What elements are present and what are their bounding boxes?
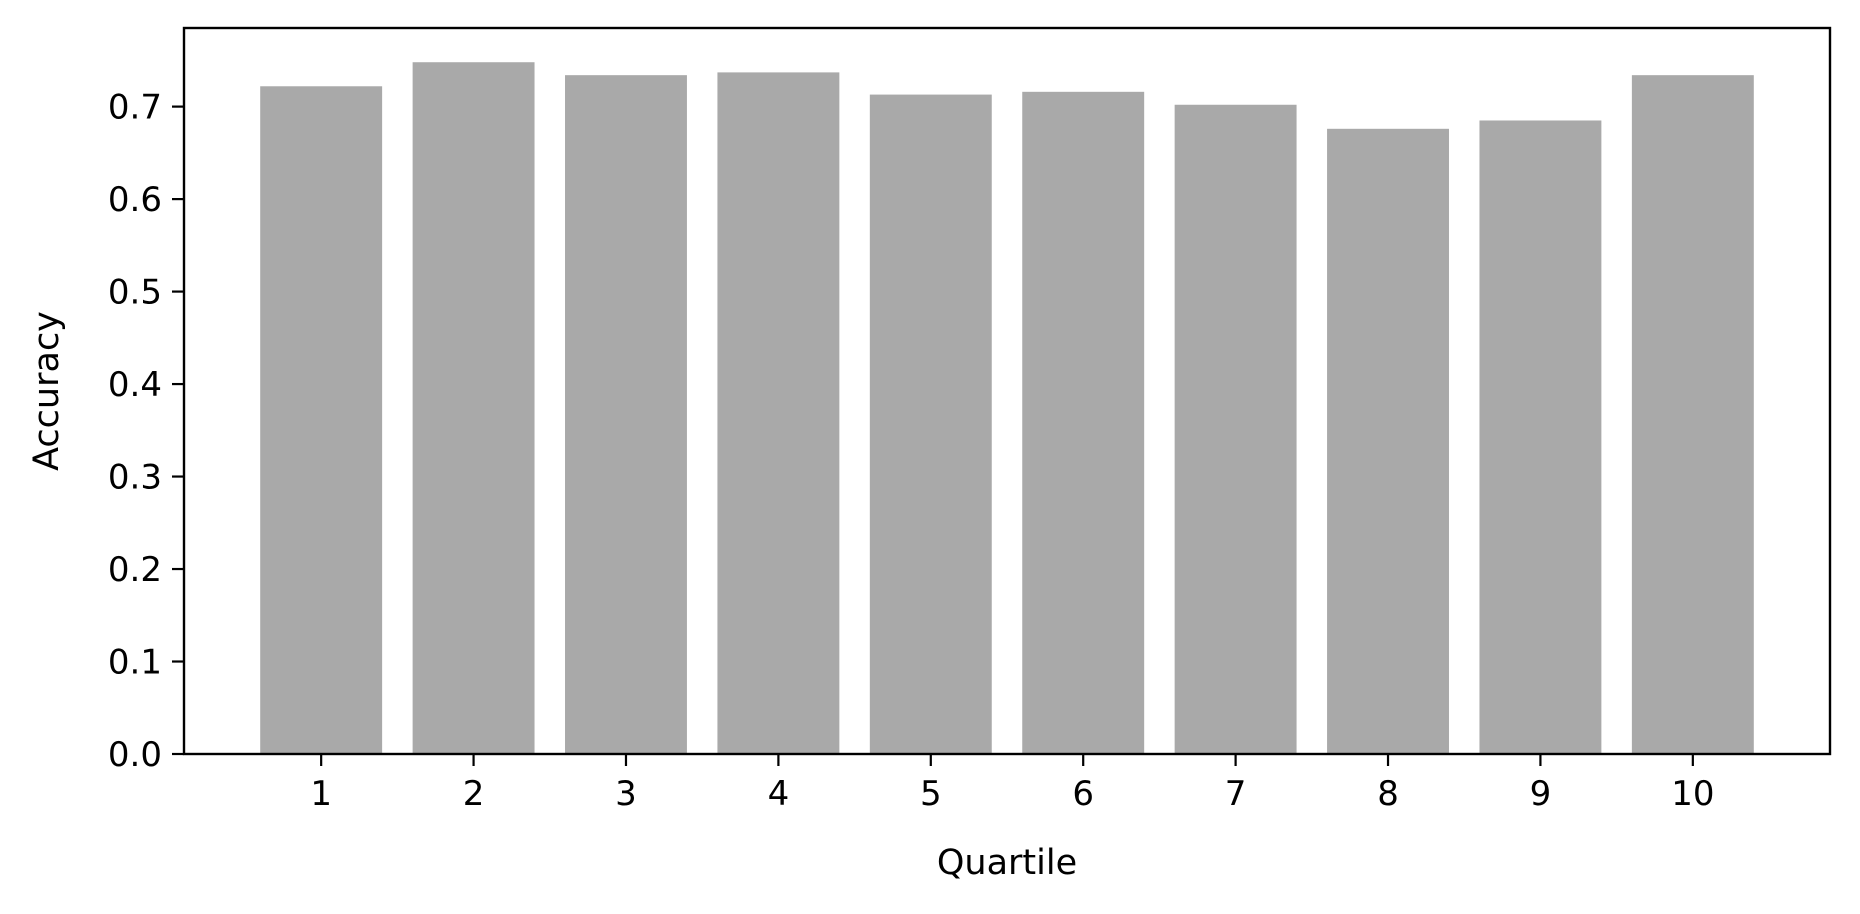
x-tick-label: 10 — [1671, 774, 1714, 814]
x-tick-label: 5 — [920, 774, 942, 814]
x-tick-label: 4 — [768, 774, 790, 814]
x-tick-label: 1 — [310, 774, 332, 814]
bar-8 — [1327, 128, 1449, 755]
x-tick-label: 9 — [1530, 774, 1552, 814]
x-tick-label: 3 — [615, 774, 637, 814]
bar-6 — [1022, 91, 1145, 754]
bars-group — [260, 62, 1754, 755]
y-tick-label: 0.3 — [108, 458, 162, 498]
y-tick-label: 0.2 — [108, 550, 162, 590]
bar-3 — [565, 75, 687, 755]
bar-5 — [869, 94, 992, 755]
x-axis-title: Quartile — [937, 843, 1077, 883]
x-tick-label: 8 — [1377, 774, 1399, 814]
y-axis: 0.0 0.1 0.2 0.3 0.4 0.5 0.6 0.7 — [108, 88, 184, 775]
bar-4 — [717, 72, 840, 755]
bar-9 — [1479, 120, 1602, 755]
y-tick-label: 0.4 — [108, 365, 162, 405]
bar-10 — [1631, 75, 1754, 755]
y-tick-label: 0.5 — [108, 273, 162, 313]
y-tick-label: 0.1 — [108, 643, 162, 683]
bar-7 — [1174, 104, 1297, 754]
bar-2 — [412, 62, 535, 754]
plot-frame — [182, 26, 1832, 756]
y-axis-title: Accuracy — [27, 311, 67, 471]
x-axis: 1 2 3 4 5 6 7 8 9 10 — [310, 754, 1714, 814]
bar-1 — [260, 86, 383, 755]
x-tick-label: 6 — [1072, 774, 1094, 814]
y-tick-label: 0.0 — [108, 735, 162, 775]
x-tick-label: 2 — [463, 774, 485, 814]
y-tick-label: 0.6 — [108, 180, 162, 220]
y-tick-label: 0.7 — [108, 88, 162, 128]
x-tick-label: 7 — [1225, 774, 1247, 814]
